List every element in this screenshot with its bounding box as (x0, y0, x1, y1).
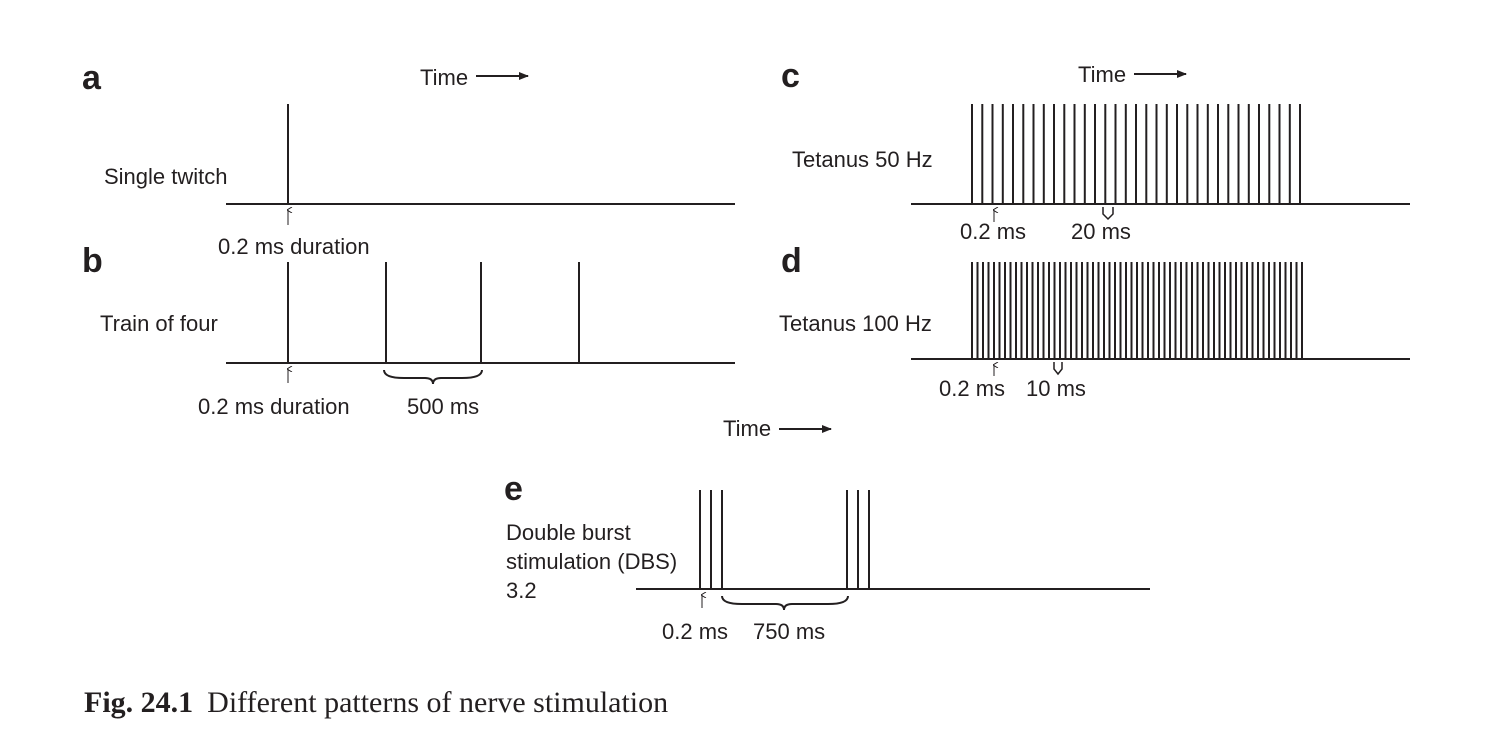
duration-label-c: 0.2 ms (960, 219, 1026, 244)
figure-caption: Fig. 24.1 Different patterns of nerve sti… (84, 686, 668, 720)
label-single-twitch: Single twitch (104, 164, 228, 189)
panel-letter-c: c (781, 57, 800, 95)
panel-d: d Tetanus 100 Hz 0.2 ms 10 ms (779, 242, 1410, 401)
interval-brace-b (383, 369, 483, 385)
caption-text: Different patterns of nerve stimulation (207, 686, 669, 719)
interval-label-c: 20 ms (1071, 219, 1131, 244)
panel-c: c Time Tetanus 50 Hz 0.2 ms 20 ms (781, 57, 1410, 244)
interval-label-d: 10 ms (1026, 376, 1086, 401)
panel-letter-b: b (82, 242, 103, 280)
panel-a: a Time Single twitch 0.2 ms duration (82, 59, 735, 259)
panel-letter-a: a (82, 59, 102, 97)
interval-label-e: 750 ms (753, 619, 825, 644)
interval-marker-c (1102, 207, 1114, 221)
duration-label-e: 0.2 ms (662, 619, 728, 644)
time-label-c: Time (1078, 62, 1126, 87)
duration-label-a: 0.2 ms duration (218, 234, 370, 259)
label-dbs-line-3: 3.2 (506, 578, 537, 603)
label-tetanus-50: Tetanus 50 Hz (792, 147, 933, 172)
label-dbs-line-1: Double burst (506, 520, 631, 545)
panel-b: b Train of four 0.2 ms duration 500 ms (82, 242, 735, 419)
interval-marker-d (1053, 362, 1063, 376)
figure-number: Fig. 24.1 (84, 686, 194, 719)
label-dbs-line-2: stimulation (DBS) (506, 549, 677, 574)
duration-label-d: 0.2 ms (939, 376, 1005, 401)
pulses-c (971, 104, 1301, 204)
panel-letter-d: d (781, 242, 802, 280)
interval-brace-e (721, 595, 849, 611)
time-label-e: Time (723, 416, 771, 441)
interval-label-b: 500 ms (407, 394, 479, 419)
time-label-a: Time (420, 65, 468, 90)
pulses-d (971, 262, 1303, 359)
panel-e: Time e Double burst stimulation (DBS) 3.… (504, 416, 1150, 644)
duration-label-b: 0.2 ms duration (198, 394, 350, 419)
label-train-of-four: Train of four (100, 311, 218, 336)
panel-letter-e: e (504, 470, 523, 508)
label-tetanus-100: Tetanus 100 Hz (779, 311, 932, 336)
